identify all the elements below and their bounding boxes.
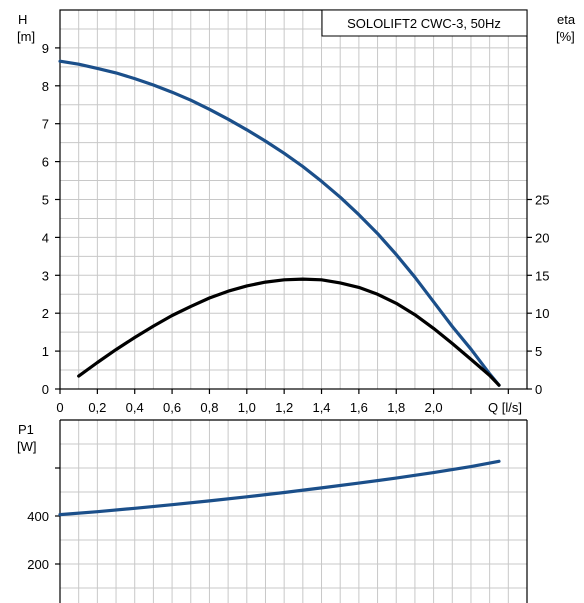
y-tick-label: 2 <box>42 306 49 321</box>
p-axis-label: P1 <box>18 422 34 437</box>
eta-axis-unit: [%] <box>556 29 575 44</box>
y-tick-label: 9 <box>42 41 49 56</box>
eta-tick-label: 25 <box>535 193 549 208</box>
h-axis-label: H <box>18 12 27 27</box>
head-curve <box>58 59 501 387</box>
x-tick-label: 0,6 <box>163 400 181 415</box>
y-tick-label: 5 <box>42 193 49 208</box>
head-efficiency-chart: 0 1 2 3 4 5 6 7 8 9 0 5 10 15 20 25 0 0,2 0,4 0,6 0,8 1,0 1,2 1… <box>17 9 576 415</box>
x-tick-label: 1,4 <box>312 400 330 415</box>
x-tick-label: 1,8 <box>387 400 405 415</box>
x-tick-label: 2,0 <box>425 400 443 415</box>
eta-tick-label: 15 <box>535 268 549 283</box>
p-tick-label: 400 <box>27 509 49 524</box>
eta-tick-label: 5 <box>535 344 542 359</box>
y-tick-label: 1 <box>42 344 49 359</box>
y-tick-label: 6 <box>42 155 49 170</box>
y-tick-label: 7 <box>42 117 49 132</box>
p-axis-unit: [W] <box>17 439 37 454</box>
chart-title: SOLOLIFT2 CWC-3, 50Hz <box>347 16 501 31</box>
eta-tick-label: 20 <box>535 230 549 245</box>
power-chart: 200 400 P1 [W] <box>17 419 528 603</box>
x-tick-label: 0 <box>56 400 63 415</box>
y-tick-label: 0 <box>42 382 49 397</box>
y-tick-label: 4 <box>42 230 49 245</box>
x-tick-label: 0,2 <box>88 400 106 415</box>
h-axis-unit: [m] <box>17 29 35 44</box>
x-tick-label: 0,4 <box>126 400 144 415</box>
x-axis-label: Q [l/s] <box>488 400 522 415</box>
eta-axis-label: eta <box>557 12 576 27</box>
power-curve <box>58 459 501 517</box>
efficiency-curve <box>77 277 501 387</box>
eta-tick-label: 0 <box>535 382 542 397</box>
x-tick-label: 0,8 <box>200 400 218 415</box>
x-tick-label: 1,2 <box>275 400 293 415</box>
title-box <box>321 9 528 37</box>
x-tick-label: 1,6 <box>350 400 368 415</box>
eta-tick-label: 10 <box>535 306 549 321</box>
y-tick-label: 3 <box>42 268 49 283</box>
x-tick-label: 1,0 <box>238 400 256 415</box>
y-tick-label: 8 <box>42 79 49 94</box>
p-tick-label: 200 <box>27 557 49 572</box>
